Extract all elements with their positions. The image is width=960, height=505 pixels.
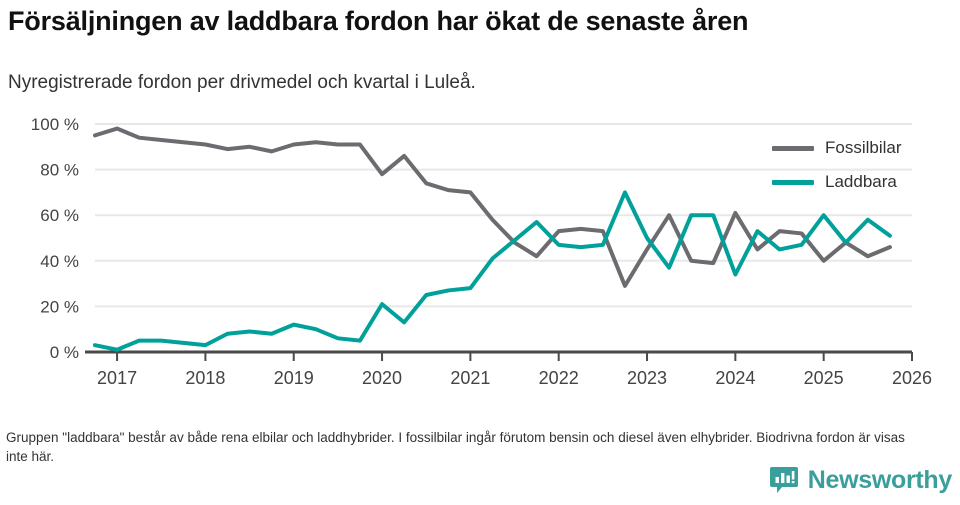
brand-logo: Newsworthy: [769, 465, 952, 495]
legend-label-fossilbilar: Fossilbilar: [825, 138, 902, 157]
y-axis-label-40: 40 %: [40, 252, 79, 271]
x-axis-label-2023: 2023: [627, 368, 667, 388]
page-subtitle: Nyregistrerade fordon per drivmedel och …: [8, 72, 476, 93]
chart-footnote: Gruppen "laddbara" består av både rena e…: [6, 430, 905, 464]
y-axis-label-0: 0 %: [50, 343, 79, 362]
y-axis-label-100: 100 %: [31, 115, 79, 134]
legend-swatch-laddbara: [772, 179, 814, 185]
x-axis-label-2020: 2020: [362, 368, 402, 388]
x-axis-label-2019: 2019: [274, 368, 314, 388]
series-line-fossilbilar: [93, 126, 892, 288]
bar-chart-speech-bubble-icon: [769, 465, 799, 495]
chart-legend: Fossilbilar Laddbara: [772, 138, 902, 192]
series-line-laddbara: [93, 190, 892, 352]
legend-item-fossilbilar: Fossilbilar: [772, 138, 902, 158]
legend-item-laddbara: Laddbara: [772, 172, 902, 192]
legend-swatch-fossilbilar: [772, 145, 814, 151]
x-axis-label-2025: 2025: [804, 368, 844, 388]
x-axis-label-2024: 2024: [715, 368, 755, 388]
y-axis-label-60: 60 %: [40, 206, 79, 225]
chart-area: 0 % 20 % 40 % 60 % 80 % 100 % 2017 2018 2019 2020…: [0, 108, 960, 393]
page-title: Försäljningen av laddbara fordon har öka…: [8, 6, 749, 36]
x-axis-label-2018: 2018: [185, 368, 225, 388]
brand-name: Newsworthy: [807, 465, 953, 494]
x-axis-label-2026: 2026: [892, 368, 932, 388]
x-axis-label-2022: 2022: [539, 368, 579, 388]
legend-label-laddbara: Laddbara: [825, 172, 897, 191]
x-axis-label-2017: 2017: [97, 368, 137, 388]
y-axis-label-20: 20 %: [40, 297, 79, 316]
x-axis-label-2021: 2021: [450, 368, 490, 388]
line-chart: 0 % 20 % 40 % 60 % 80 % 100 % 2017 2018 2019 2020…: [31, 115, 932, 388]
y-axis-label-80: 80 %: [40, 161, 79, 180]
